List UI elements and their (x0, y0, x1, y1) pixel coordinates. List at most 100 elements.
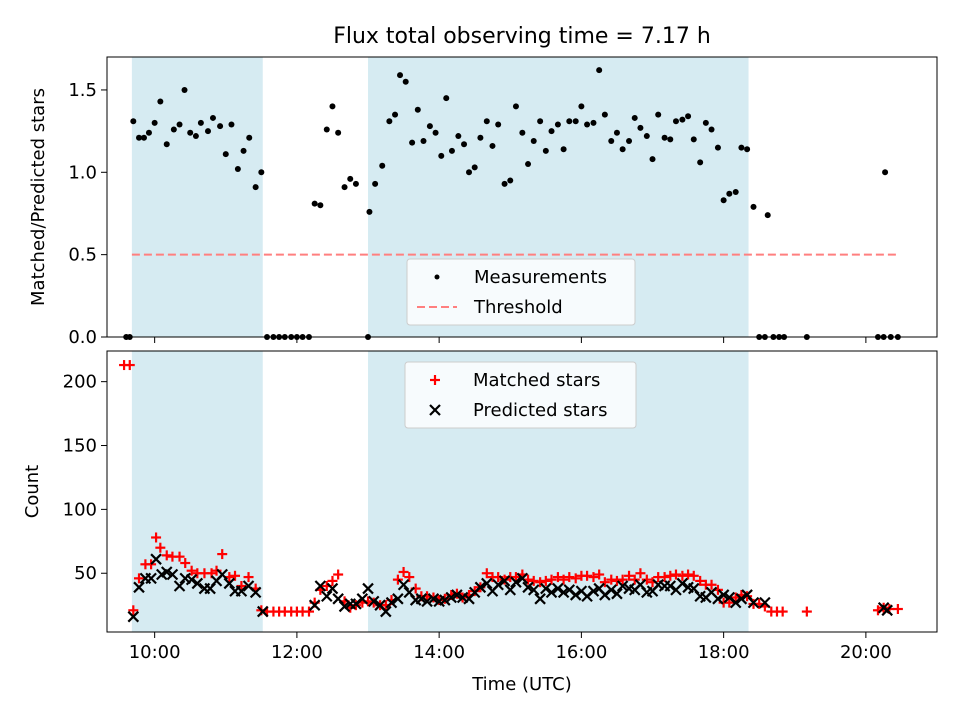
cross-marker-b (735, 593, 748, 605)
predicted-star-point (314, 580, 327, 592)
matched-star-point (230, 570, 241, 581)
predicted-star-point (235, 585, 248, 597)
predicted-star-point (676, 577, 689, 590)
cross-marker-b (605, 584, 618, 596)
count-plot-frame (106, 350, 938, 633)
predicted-star-point (421, 595, 433, 608)
measurement-point (443, 95, 450, 102)
measurement-point (234, 166, 241, 172)
matched-star-point (217, 549, 228, 560)
predicted-star-point (587, 585, 600, 597)
measurement-point (432, 129, 439, 136)
measurement-point (501, 180, 508, 187)
cross-marker-b (314, 580, 327, 592)
legend-label-measurements: Measurements (474, 267, 607, 288)
x-tick-label: 18:00 (698, 642, 750, 663)
matched-star-point (606, 574, 617, 585)
y-tick-label: 0.5 (68, 245, 97, 266)
measurement-point (631, 114, 638, 121)
cross-marker-b (545, 586, 558, 599)
cross-marker-b (397, 578, 410, 591)
legend-label-matched: Matched stars (473, 370, 600, 391)
predicted-stars-series (127, 553, 893, 623)
cross-marker-b (623, 582, 635, 595)
measurement-point (130, 118, 137, 125)
matched-star-point (706, 579, 717, 590)
predicted-star-point (481, 577, 493, 590)
measurement-point (366, 208, 373, 215)
cross-marker-b (593, 582, 605, 595)
cross-marker-b (682, 581, 694, 594)
measurement-point (329, 103, 336, 110)
predicted-star-point (881, 604, 893, 617)
predicted-star-point (545, 586, 558, 599)
cross-marker-b (367, 595, 380, 608)
legend-label-threshold: Threshold (473, 297, 563, 318)
cross-marker-b (522, 581, 534, 594)
measurement-point (489, 142, 496, 149)
cross-marker-b (664, 580, 677, 592)
matched-star-point (546, 574, 557, 585)
measurement-point (578, 103, 585, 110)
cross-marker-b (385, 596, 398, 609)
measurement-point (667, 136, 674, 143)
cross-marker-b (705, 586, 718, 599)
cross-marker-b (587, 585, 600, 597)
predicted-star-point (498, 575, 511, 587)
cross-marker-b (694, 590, 706, 603)
matched-star-point (146, 559, 157, 570)
x-tick-label: 20:00 (840, 642, 892, 663)
measurement-point (512, 103, 519, 110)
ratio-plot-frame (106, 56, 938, 338)
cross-marker-b (242, 580, 255, 592)
cross-marker-b (759, 596, 771, 609)
measurement-point (438, 152, 445, 159)
cross-marker-b (717, 589, 730, 601)
ratio-y-axis-label: Matched/Predicted stars (28, 88, 49, 306)
cross-marker-b (534, 593, 546, 605)
measurement-point (596, 67, 603, 74)
measurement-point (483, 118, 490, 125)
measurement-point (209, 114, 216, 121)
measurement-point (145, 129, 152, 136)
count-panel: 50 100 150 200 10:00 12:00 14:00 16:00 18:00 20:0… (22, 350, 938, 695)
measurement-point (655, 111, 662, 118)
predicted-star-point (338, 600, 351, 613)
cross-marker-b (616, 580, 629, 592)
cross-marker-b (712, 593, 724, 605)
cross-marker-b (380, 605, 392, 618)
cross-marker-b (332, 593, 344, 605)
cross-marker-b (687, 582, 700, 595)
cross-marker-b (527, 584, 540, 596)
measurement-point (732, 189, 739, 196)
cross-marker-b (634, 578, 647, 591)
matched-star-point (134, 573, 145, 584)
cross-marker-b (569, 589, 582, 601)
legend-predicted-marker (429, 404, 441, 416)
cross-marker-b (723, 591, 736, 604)
predicted-star-point (320, 590, 333, 603)
measurement-point (738, 144, 745, 151)
measurement-point (697, 159, 704, 166)
measurement-point (750, 203, 757, 210)
matched-star-point (398, 566, 409, 577)
y-tick-label: 0.0 (68, 327, 97, 348)
matched-star-point (174, 551, 185, 562)
cross-marker-b (160, 566, 173, 578)
cross-marker-b (249, 586, 262, 599)
measurement-point (744, 146, 751, 153)
matched-star-point (892, 604, 903, 615)
cross-marker-b (575, 585, 588, 597)
predicted-star-point (445, 591, 458, 604)
measurement-point (352, 180, 359, 187)
matched-star-point (552, 572, 563, 583)
y-tick-label: 1.5 (68, 80, 97, 101)
measurement-point (679, 116, 686, 123)
cross-marker-b (256, 605, 269, 618)
legend-measurement-marker (434, 274, 440, 280)
predicted-star-point (173, 580, 186, 592)
measurement-point (170, 126, 177, 133)
predicted-star-point (540, 582, 552, 595)
ratio-axis-ticks: 0.0 0.5 1.0 1.5 (68, 80, 867, 348)
predicted-star-point (223, 577, 236, 590)
